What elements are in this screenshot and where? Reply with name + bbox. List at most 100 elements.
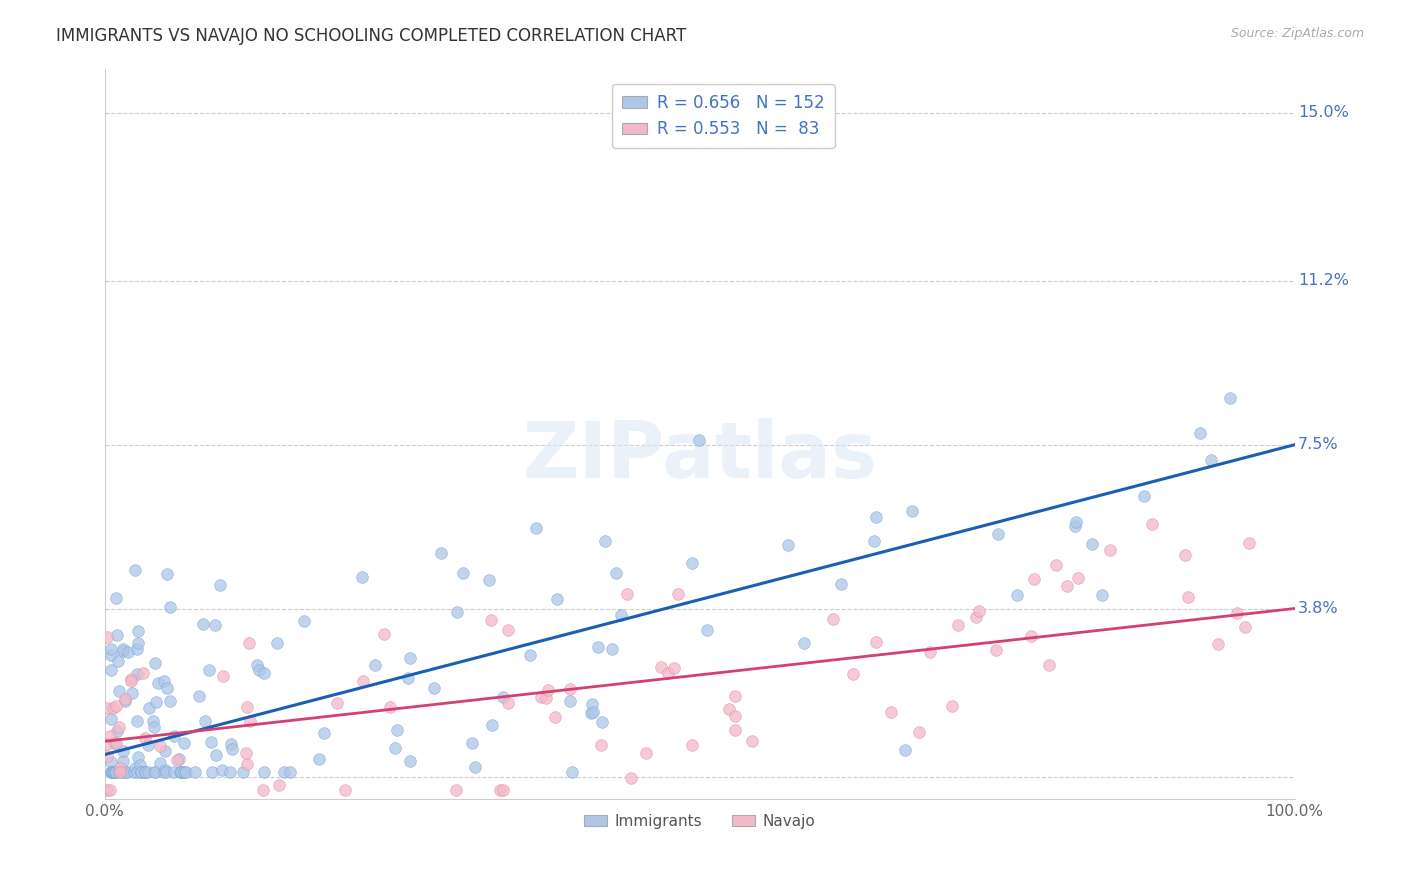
Point: [204, 618, 226, 632]
Point: [97, 700, 120, 714]
Point: [1064, 518, 1087, 533]
Point: [793, 636, 815, 650]
Point: [530, 690, 553, 704]
Point: [143, 765, 166, 780]
Point: [136, 765, 159, 780]
Point: [101, 765, 124, 780]
Point: [893, 743, 915, 757]
Point: [524, 521, 547, 535]
Point: [174, 765, 197, 780]
Point: [163, 730, 186, 744]
Point: [252, 783, 274, 797]
Point: [560, 682, 582, 697]
Point: [105, 628, 128, 642]
Point: [100, 663, 122, 677]
Point: [451, 566, 474, 581]
Point: [163, 765, 186, 780]
Point: [127, 624, 149, 639]
Point: [100, 765, 122, 780]
Point: [1081, 537, 1104, 551]
Point: [167, 752, 190, 766]
Point: [681, 739, 703, 753]
Point: [946, 617, 969, 632]
Legend: Immigrants, Navajo: Immigrants, Navajo: [578, 808, 821, 835]
Point: [723, 723, 745, 738]
Point: [1140, 517, 1163, 532]
Point: [969, 604, 991, 618]
Point: [236, 756, 259, 771]
Point: [1022, 573, 1045, 587]
Point: [201, 765, 224, 780]
Point: [103, 765, 125, 780]
Point: [688, 433, 710, 447]
Point: [865, 635, 887, 649]
Point: [103, 765, 125, 780]
Point: [1133, 489, 1156, 503]
Point: [148, 676, 170, 690]
Point: [173, 736, 195, 750]
Point: [108, 761, 131, 775]
Point: [134, 765, 156, 780]
Point: [544, 710, 567, 724]
Point: [1064, 515, 1087, 529]
Point: [537, 682, 560, 697]
Text: Source: ZipAtlas.com: Source: ZipAtlas.com: [1230, 27, 1364, 40]
Point: [1226, 606, 1249, 620]
Point: [350, 569, 373, 583]
Point: [1174, 548, 1197, 562]
Point: [668, 587, 690, 601]
Point: [461, 736, 484, 750]
Point: [246, 657, 269, 672]
Point: [591, 738, 613, 752]
Point: [581, 706, 603, 720]
Point: [326, 696, 349, 710]
Point: [398, 650, 420, 665]
Point: [558, 694, 581, 708]
Point: [108, 765, 131, 780]
Point: [444, 783, 467, 797]
Point: [384, 741, 406, 756]
Point: [965, 610, 987, 624]
Point: [634, 747, 657, 761]
Point: [776, 538, 799, 552]
Point: [491, 690, 513, 704]
Point: [266, 636, 288, 650]
Point: [96, 630, 118, 644]
Point: [149, 756, 172, 771]
Point: [100, 712, 122, 726]
Point: [98, 730, 121, 744]
Point: [153, 763, 176, 777]
Point: [423, 681, 446, 695]
Point: [446, 605, 468, 619]
Point: [121, 686, 143, 700]
Point: [127, 714, 149, 729]
Point: [496, 696, 519, 710]
Point: [141, 714, 163, 728]
Point: [591, 714, 613, 729]
Point: [191, 616, 214, 631]
Point: [865, 509, 887, 524]
Point: [142, 720, 165, 734]
Point: [741, 734, 763, 748]
Point: [1019, 629, 1042, 643]
Point: [232, 765, 254, 780]
Text: ZIPatlas: ZIPatlas: [522, 417, 877, 493]
Point: [219, 765, 242, 780]
Text: 11.2%: 11.2%: [1298, 274, 1350, 288]
Point: [252, 765, 274, 780]
Point: [115, 765, 138, 780]
Point: [187, 689, 209, 703]
Point: [170, 765, 193, 780]
Point: [156, 566, 179, 581]
Point: [1233, 620, 1256, 634]
Point: [100, 765, 122, 780]
Point: [211, 763, 233, 777]
Point: [605, 566, 627, 581]
Point: [901, 504, 924, 518]
Point: [108, 720, 131, 734]
Point: [681, 556, 703, 570]
Text: IMMIGRANTS VS NAVAJO NO SCHOOLING COMPLETED CORRELATION CHART: IMMIGRANTS VS NAVAJO NO SCHOOLING COMPLE…: [56, 27, 686, 45]
Point: [1091, 588, 1114, 602]
Point: [173, 765, 195, 780]
Point: [103, 700, 125, 714]
